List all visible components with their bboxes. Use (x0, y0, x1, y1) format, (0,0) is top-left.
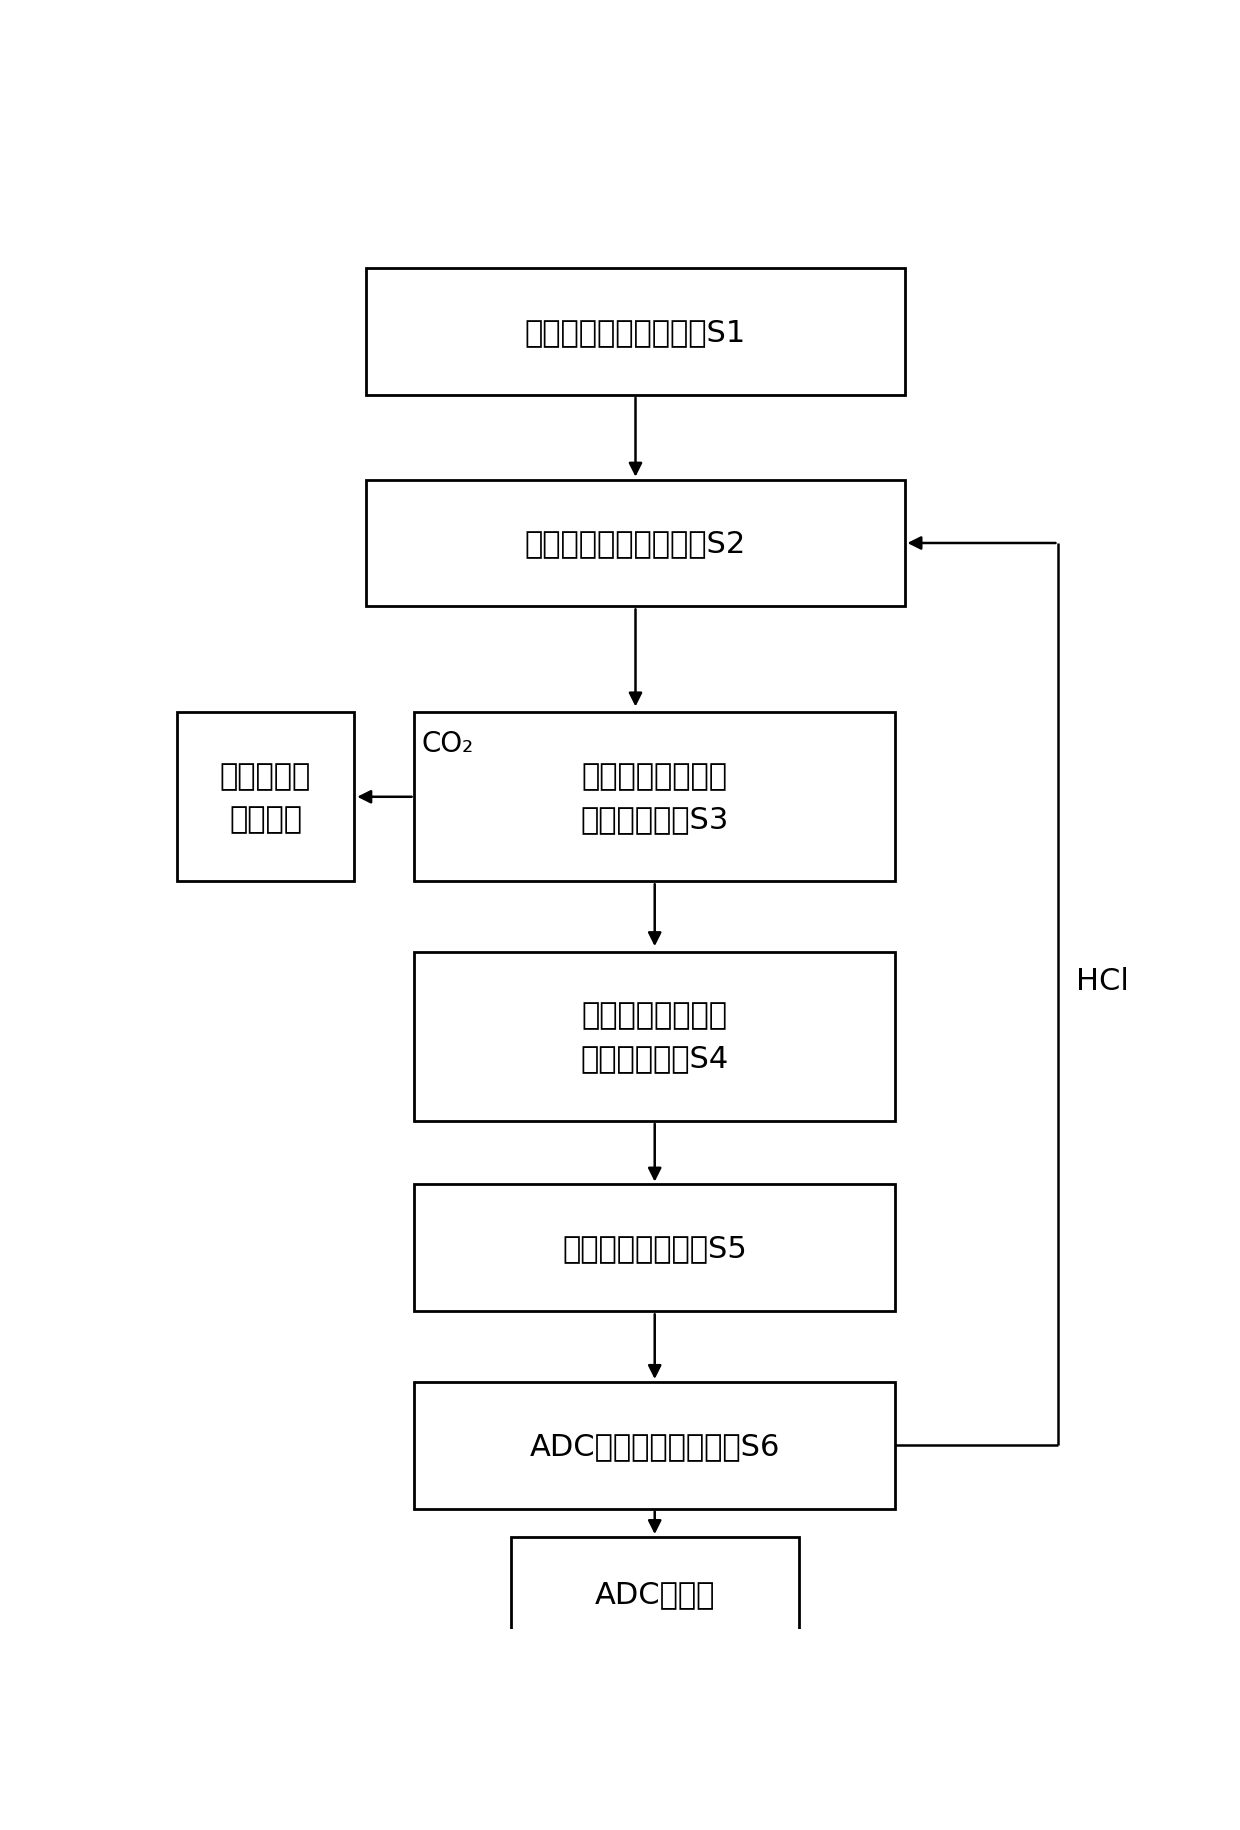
Text: 氨碱法制取
纯碱工艺: 氨碱法制取 纯碱工艺 (219, 761, 311, 833)
FancyBboxPatch shape (176, 712, 355, 882)
FancyBboxPatch shape (367, 269, 905, 395)
Text: 副产盐酸的预处理步骤S2: 副产盐酸的预处理步骤S2 (525, 529, 746, 558)
Text: HCl: HCl (1075, 966, 1128, 996)
FancyBboxPatch shape (414, 1184, 895, 1312)
Text: CO₂: CO₂ (422, 730, 474, 758)
FancyBboxPatch shape (414, 712, 895, 882)
Text: ADC发泡剂: ADC发泡剂 (594, 1579, 715, 1609)
Text: 粗水合肼的预处理步骤S1: 粗水合肼的预处理步骤S1 (525, 318, 746, 348)
Text: ADC发泡剂的制取步骤S6: ADC发泡剂的制取步骤S6 (529, 1431, 780, 1460)
FancyBboxPatch shape (511, 1537, 799, 1651)
FancyBboxPatch shape (367, 479, 905, 608)
Text: 联二脲的制取步骤S5: 联二脲的制取步骤S5 (563, 1233, 746, 1263)
Text: 二级水合肼溶液的
除盐处理步骤S4: 二级水合肼溶液的 除盐处理步骤S4 (580, 1001, 729, 1072)
FancyBboxPatch shape (414, 1382, 895, 1510)
Text: 初级水合肼溶液的
中和处理步骤S3: 初级水合肼溶液的 中和处理步骤S3 (580, 761, 729, 833)
FancyBboxPatch shape (414, 952, 895, 1122)
